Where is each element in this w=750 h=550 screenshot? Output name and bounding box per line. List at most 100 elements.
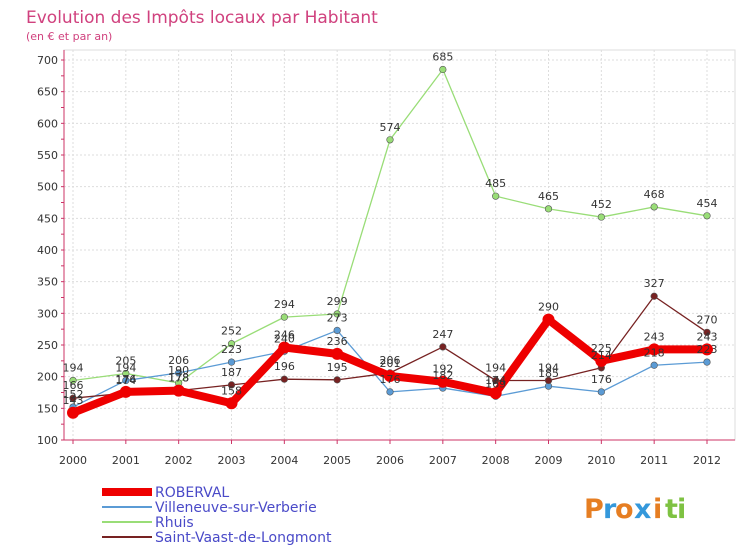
- data-label: 166: [63, 379, 84, 392]
- y-tick-label: 400: [37, 244, 58, 257]
- data-label: 196: [274, 360, 295, 373]
- data-point: [492, 376, 500, 385]
- data-label: 143: [63, 394, 84, 407]
- y-tick-label: 650: [37, 86, 58, 99]
- data-point: [175, 369, 183, 377]
- data-point: [67, 406, 79, 419]
- y-tick-label: 200: [37, 371, 58, 384]
- data-point: [597, 213, 605, 221]
- data-label: 214: [591, 349, 612, 362]
- data-label: 247: [432, 328, 453, 341]
- legend-label: Rhuis: [155, 515, 194, 531]
- data-label: 206: [380, 354, 401, 367]
- data-label: 187: [221, 366, 242, 379]
- chart-subtitle: (en € et par an): [26, 30, 112, 43]
- data-label: 685: [432, 51, 453, 64]
- data-label: 252: [221, 325, 242, 338]
- legend-label: Saint-Vaast-de-Longmont: [155, 530, 332, 546]
- data-label: 574: [380, 121, 401, 134]
- data-label: 223: [221, 343, 242, 356]
- data-point: [280, 375, 288, 383]
- data-point: [703, 358, 711, 366]
- legend: ROBERVALVilleneuve-sur-VerberieRhuisSain…: [102, 485, 332, 546]
- data-point: [703, 328, 711, 336]
- data-label: 174: [485, 374, 506, 387]
- data-point: [278, 341, 291, 354]
- data-label: 243: [644, 330, 665, 343]
- logo-letter: t: [665, 494, 678, 525]
- x-tick-label: 2008: [482, 454, 510, 467]
- data-label: 178: [168, 372, 189, 385]
- chart-title: Evolution des Impôts locaux par Habitant: [26, 8, 378, 28]
- data-label: 158: [221, 384, 242, 397]
- logo-letter: i: [653, 494, 662, 525]
- data-labels: 143 176 178 158 246 236 201 192 174 290 225 243 243 1…: [63, 51, 718, 407]
- data-point: [386, 136, 394, 144]
- y-tick-label: 300: [37, 307, 58, 320]
- data-label: 185: [538, 367, 559, 380]
- data-label: 223: [697, 343, 718, 356]
- data-label: 176: [380, 373, 401, 386]
- data-label: 194: [63, 361, 84, 374]
- data-label: 243: [697, 330, 718, 343]
- data-label: 190: [168, 364, 189, 377]
- data-point: [386, 388, 394, 396]
- data-label: 194: [115, 361, 136, 374]
- logo-letter: P: [584, 494, 604, 525]
- data-point: [119, 385, 132, 398]
- data-point: [542, 313, 555, 326]
- x-tick-label: 2009: [535, 454, 563, 467]
- logo-letter: x: [634, 494, 651, 525]
- data-label: 452: [591, 198, 612, 211]
- data-label: 240: [274, 332, 295, 345]
- data-point: [333, 310, 341, 318]
- x-tick-labels: 2000 2001 2002 2003 2004 2005 2006 2007 2008 2009…: [59, 454, 721, 467]
- data-point: [227, 381, 236, 389]
- logo-letter: o: [615, 494, 634, 525]
- data-point: [333, 326, 341, 335]
- data-label: 270: [697, 313, 718, 326]
- data-label: 152: [63, 388, 84, 401]
- logo-letter: r: [603, 494, 617, 525]
- y-tick-label: 450: [37, 212, 58, 225]
- data-label: 206: [168, 354, 189, 367]
- data-label: 485: [485, 177, 506, 190]
- data-label: 205: [115, 355, 136, 368]
- data-label: 182: [432, 369, 453, 382]
- data-point: [439, 65, 447, 74]
- data-point: [331, 347, 344, 360]
- data-label: 299: [327, 295, 348, 308]
- x-tick-label: 2002: [165, 454, 193, 467]
- data-label: 178: [168, 372, 189, 385]
- data-point: [544, 376, 553, 385]
- data-point: [648, 343, 661, 356]
- data-label: 169: [485, 377, 506, 390]
- data-label: 176: [115, 373, 136, 386]
- data-point: [650, 361, 658, 369]
- data-label: 273: [327, 311, 348, 324]
- data-point: [489, 387, 502, 400]
- y-tick-label: 700: [37, 54, 58, 67]
- x-tick-label: 2004: [270, 454, 298, 467]
- y-tick-label: 500: [37, 181, 58, 194]
- data-point: [439, 343, 447, 351]
- data-point: [69, 394, 77, 402]
- data-label: 290: [538, 301, 559, 314]
- data-point: [227, 358, 236, 366]
- data-label: 236: [327, 335, 348, 348]
- x-tick-label: 2000: [59, 454, 87, 467]
- data-point: [384, 370, 396, 383]
- y-tick-label: 550: [37, 149, 58, 162]
- x-tick-label: 2007: [429, 454, 457, 467]
- data-label: 246: [274, 329, 295, 342]
- data-point: [650, 292, 658, 300]
- data-point: [595, 354, 608, 367]
- x-tick-label: 2003: [218, 454, 246, 467]
- x-tick-label: 2011: [640, 454, 668, 467]
- data-point: [225, 397, 238, 410]
- data-point: [701, 343, 713, 356]
- data-label: 327: [644, 277, 665, 290]
- data-label: 294: [274, 298, 295, 311]
